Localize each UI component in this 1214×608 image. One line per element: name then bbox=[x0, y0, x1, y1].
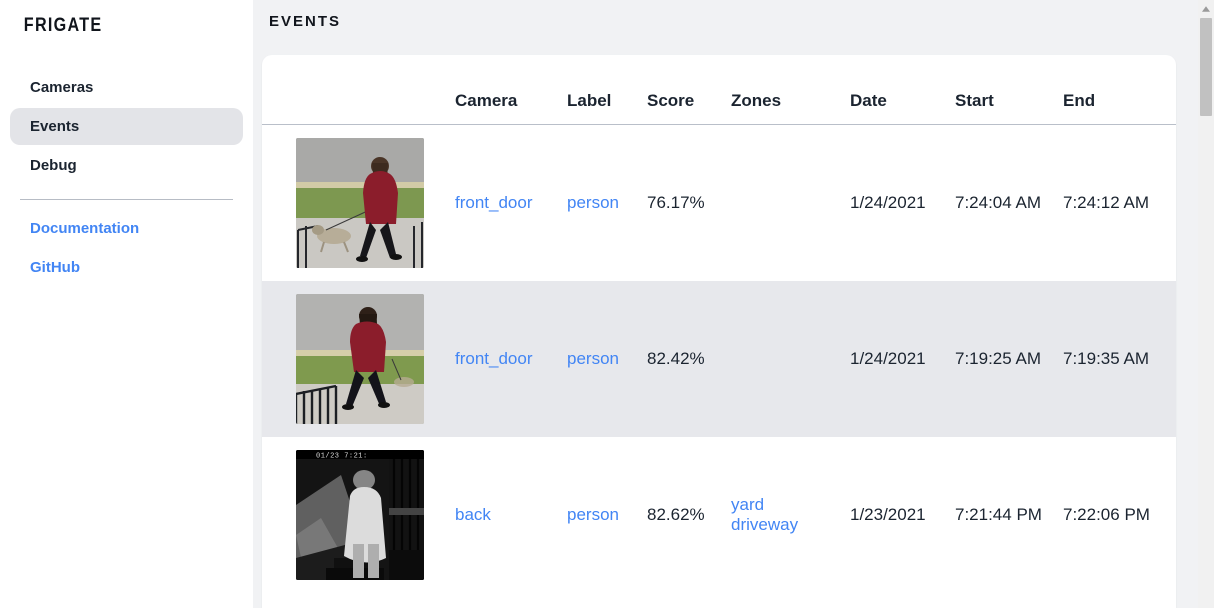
svg-text:01/23 7:21:: 01/23 7:21: bbox=[316, 453, 368, 461]
